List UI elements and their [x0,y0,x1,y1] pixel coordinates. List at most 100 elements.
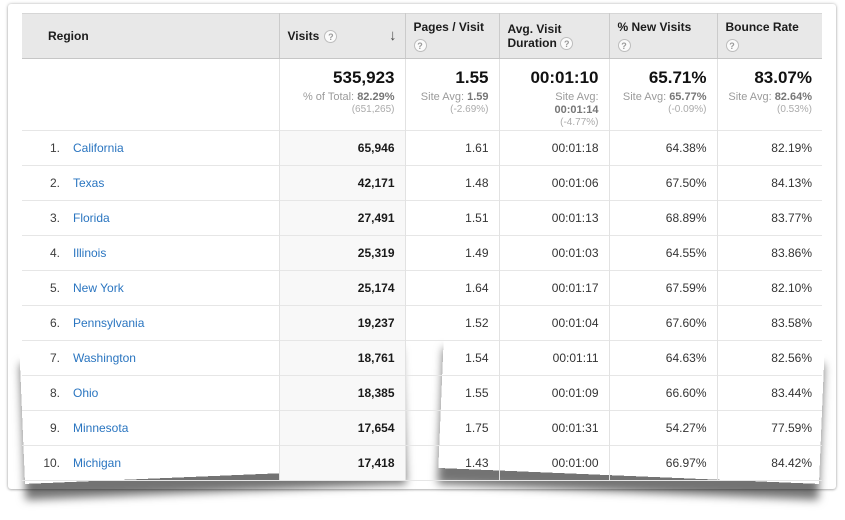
region-link[interactable]: Florida [73,211,110,225]
region-link[interactable]: Ohio [73,386,99,400]
pct-new-visits-cell: 66.60% [609,375,718,411]
pages-per-visit-cell: 1.48 [405,165,500,201]
region-link[interactable]: New York [73,281,124,295]
avg-visit-duration-cell: 00:01:17 [499,270,610,306]
summary-new-visits-note: (-0.09%) [668,104,707,115]
visits-cell: 17,654 [279,410,406,446]
summary-region-cell [22,58,280,131]
pages-per-visit-cell: 1.54 [405,340,500,376]
table-row: 4. Illinois 25,319 1.49 00:01:03 64.55% 8… [22,235,822,271]
avg-visit-duration-cell: 00:01:11 [499,340,610,376]
regions-table: Region Visits ? ↓ Pages / Visit ? [22,13,822,481]
table-row: 3. Florida 27,491 1.51 00:01:13 68.89% 83… [22,200,822,236]
column-label-pct-new-visits: % New Visits [617,19,692,34]
summary-bounce-sub-value: 82.64% [774,91,812,103]
column-header-pages-per-visit[interactable]: Pages / Visit ? [405,13,500,59]
summary-visits-sub-value: 82.29% [357,91,395,103]
pct-new-visits-cell: 64.55% [609,235,718,271]
summary-pct-new-visits: 65.71% Site Avg: 65.77% (-0.09%) [609,58,718,131]
avg-visit-duration-cell: 00:01:04 [499,305,610,341]
pages-per-visit-cell: 1.52 [405,305,500,341]
help-icon[interactable]: ? [617,39,631,53]
summary-new-visits-sub-label: Site Avg: [622,91,667,103]
help-icon[interactable]: ? [413,39,427,53]
visits-cell: 65,946 [279,130,406,166]
table-row: 7. Washington 18,761 1.54 00:01:11 64.63%… [22,340,822,376]
column-label-bounce-rate: Bounce Rate [725,19,799,34]
pages-per-visit-cell: 1.43 [405,445,500,481]
table-row: 9. Minnesota 17,654 1.75 00:01:31 54.27% … [22,410,822,446]
summary-duration-sub-label: Site Avg: [555,91,599,103]
table-row: 1. California 65,946 1.61 00:01:18 64.38%… [22,130,822,166]
region-link[interactable]: California [73,141,124,155]
row-rank: 8. [49,386,60,400]
pct-new-visits-cell: 67.60% [609,305,718,341]
help-icon[interactable]: ? [725,39,739,53]
summary-duration-value: 00:01:10 [530,68,599,87]
column-header-pct-new-visits[interactable]: % New Visits ? [609,13,718,59]
avg-visit-duration-cell: 00:01:06 [499,165,610,201]
column-header-avg-visit-duration[interactable]: Avg. Visit Duration ? [499,13,610,59]
summary-avg-visit-duration: 00:01:10 Site Avg: 00:01:14 (-4.77%) [499,58,610,131]
visits-cell: 19,237 [279,305,406,341]
summary-pages-value: 1.55 [455,68,489,87]
summary-bounce-rate: 83.07% Site Avg: 82.64% (0.53%) [717,58,822,131]
visits-cell: 42,171 [279,165,406,201]
visits-cell: 27,491 [279,200,406,236]
bounce-rate-cell: 82.19% [717,130,822,166]
pct-new-visits-cell: 67.50% [609,165,718,201]
column-label-visits: Visits [287,29,320,43]
pages-per-visit-cell: 1.64 [405,270,500,306]
summary-row: 535,923 % of Total: 82.29% (651,265) 1.5… [22,58,822,131]
summary-duration-note: (-4.77%) [560,117,599,128]
row-rank: 5. [49,281,60,295]
region-link[interactable]: Illinois [73,246,107,260]
row-rank: 3. [49,211,60,225]
table-row: 10. Michigan 17,418 1.43 00:01:00 66.97% … [22,445,822,481]
summary-duration-sub-value: 00:01:14 [554,104,599,116]
bounce-rate-cell: 82.10% [717,270,822,306]
sort-descending-icon[interactable]: ↓ [389,27,397,44]
visits-cell: 18,385 [279,375,406,411]
summary-pages-per-visit: 1.55 Site Avg: 1.59 (-2.69%) [405,58,500,131]
avg-visit-duration-cell: 00:01:31 [499,410,610,446]
pct-new-visits-cell: 68.89% [609,200,718,236]
region-link[interactable]: Texas [73,176,105,190]
bounce-rate-cell: 84.13% [717,165,822,201]
bounce-rate-cell: 84.42% [717,445,822,481]
column-header-visits[interactable]: Visits ? ↓ [279,13,406,59]
report-sheet: Region Visits ? ↓ Pages / Visit ? [8,4,836,489]
avg-visit-duration-cell: 00:01:13 [499,200,610,236]
summary-bounce-value: 83.07% [754,68,812,87]
help-icon[interactable]: ? [560,37,574,51]
summary-new-visits-sub-value: 65.77% [669,91,707,103]
pages-per-visit-cell: 1.61 [405,130,500,166]
row-rank: 4. [49,246,60,260]
region-link[interactable]: Minnesota [73,421,129,435]
pages-per-visit-cell: 1.51 [405,200,500,236]
bounce-rate-cell: 83.58% [717,305,822,341]
column-header-bounce-rate[interactable]: Bounce Rate ? [717,13,822,59]
avg-visit-duration-cell: 00:01:03 [499,235,610,271]
column-header-region[interactable]: Region [22,13,280,59]
table-row: 8. Ohio 18,385 1.55 00:01:09 66.60% 83.44… [22,375,822,411]
table-row: 2. Texas 42,171 1.48 00:01:06 67.50% 84.1… [22,165,822,201]
summary-bounce-note: (0.53%) [776,104,812,115]
summary-new-visits-value: 65.71% [648,68,707,87]
summary-pages-sub-value: 1.59 [467,91,489,103]
bounce-rate-cell: 82.56% [717,340,822,376]
help-icon[interactable]: ? [324,29,338,43]
pages-per-visit-cell: 1.75 [405,410,500,446]
column-label-avg-visit-duration: Avg. Visit Duration [507,21,562,50]
table-row: 5. New York 25,174 1.64 00:01:17 67.59% 8… [22,270,822,306]
region-link[interactable]: Washington [73,351,136,365]
header-row: Region Visits ? ↓ Pages / Visit ? [22,13,822,59]
region-link[interactable]: Michigan [73,456,122,470]
summary-visits-value: 535,923 [333,68,395,87]
pct-new-visits-cell: 64.38% [609,130,718,166]
region-link[interactable]: Pennsylvania [73,316,145,330]
row-rank: 10. [43,456,60,470]
visits-cell: 18,761 [279,340,406,376]
row-rank: 2. [49,176,60,190]
